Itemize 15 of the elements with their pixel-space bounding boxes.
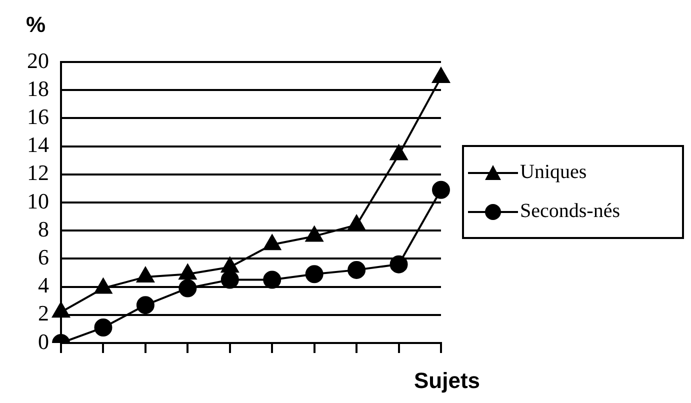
y-tick-label: 20 bbox=[27, 48, 49, 73]
y-tick-label: 8 bbox=[38, 216, 49, 242]
y-tick-label: 12 bbox=[27, 160, 49, 186]
legend-label: Uniques bbox=[520, 161, 587, 184]
y-tick-label: 6 bbox=[38, 244, 49, 270]
x-axis-title: Sujets bbox=[414, 368, 480, 394]
y-axis-title: % bbox=[26, 12, 46, 38]
y-tick-label: 0 bbox=[38, 328, 49, 354]
y-tick-label: 16 bbox=[27, 104, 49, 129]
y-tick-label: 2 bbox=[38, 300, 49, 326]
y-tick-label: 10 bbox=[27, 188, 49, 214]
y-tick-label: 4 bbox=[38, 272, 49, 298]
legend-label: Seconds-nés bbox=[520, 200, 620, 223]
y-tick-label: 18 bbox=[27, 76, 49, 101]
y-tick-label: 14 bbox=[27, 132, 49, 158]
